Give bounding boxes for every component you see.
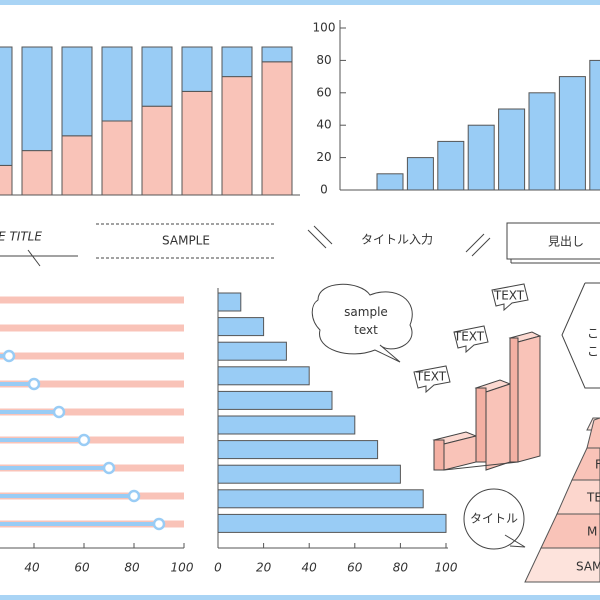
x-tick-label: 60 xyxy=(347,561,363,575)
track xyxy=(0,352,184,360)
bar xyxy=(217,292,242,312)
bar xyxy=(528,92,556,191)
x-tick-label: 40 xyxy=(302,561,318,575)
pyramid xyxy=(524,417,600,583)
x-tick-label: 20 xyxy=(256,561,272,575)
bar-segment xyxy=(141,46,173,107)
bar xyxy=(558,76,586,191)
title-jp: タイトル入力 xyxy=(361,233,433,247)
x-tick-label: 100 xyxy=(435,561,458,575)
text-bubble: TEXT xyxy=(493,289,525,303)
bar-segment xyxy=(21,150,53,196)
text-bubble: TEXT xyxy=(415,370,447,384)
x-tick-label: 0 xyxy=(214,561,222,575)
bottom-band xyxy=(0,595,600,600)
bar xyxy=(217,489,424,509)
hbar-chart: 0 20 40 60 80 100 xyxy=(214,288,458,575)
knob xyxy=(27,377,41,391)
y-tick-label: 100 xyxy=(313,21,336,35)
bar xyxy=(217,390,333,410)
slider-chart: 40 60 80 100 xyxy=(0,296,194,575)
bar xyxy=(467,124,495,191)
bar xyxy=(217,366,310,386)
bar xyxy=(217,341,287,361)
bar-segment xyxy=(141,105,173,196)
top-band xyxy=(0,0,600,5)
pyramid-text: M xyxy=(587,525,597,539)
fill-bar xyxy=(0,382,34,386)
bar xyxy=(376,173,404,191)
sample: SAMPLE xyxy=(162,234,210,248)
bar xyxy=(437,140,465,191)
bar xyxy=(217,440,379,460)
banners xyxy=(0,222,600,550)
track xyxy=(0,436,184,444)
fill-bar xyxy=(0,466,109,470)
knob xyxy=(52,405,66,419)
track xyxy=(0,380,184,388)
knob xyxy=(2,349,16,363)
text-bubble: TEXT xyxy=(453,330,485,344)
fill-bar xyxy=(0,494,134,498)
bar-segment xyxy=(101,120,133,196)
bar-segment xyxy=(101,46,133,122)
bar xyxy=(406,157,434,191)
knob xyxy=(127,489,141,503)
x-tick-label: 100 xyxy=(171,561,194,575)
bar xyxy=(589,59,600,191)
title-a: E TITLE xyxy=(0,230,42,244)
bar xyxy=(217,415,356,435)
bar-segment xyxy=(261,61,293,196)
fill-bar xyxy=(0,522,159,526)
track xyxy=(0,408,184,416)
pyramid-text: TE xyxy=(586,491,600,505)
bar xyxy=(217,464,401,484)
x-tick-label: 80 xyxy=(124,561,140,575)
bar-segment xyxy=(221,76,253,196)
pyramid-text: F xyxy=(595,458,600,472)
bar-segment xyxy=(61,135,93,196)
y-tick-label: 20 xyxy=(316,150,331,164)
bar-segment xyxy=(21,46,53,152)
fill-bar xyxy=(0,438,84,442)
bar-segment xyxy=(261,46,293,63)
blocks xyxy=(432,331,542,471)
bar-segment xyxy=(61,46,93,137)
bar xyxy=(217,513,447,533)
heading: 見出し xyxy=(548,235,584,249)
bar-segment xyxy=(181,90,213,196)
stacked-chart xyxy=(0,46,300,196)
y-tick-label: 60 xyxy=(316,85,331,99)
y-tick-label: 0 xyxy=(320,183,328,197)
circle-text: タイトル xyxy=(470,512,518,526)
track xyxy=(0,296,184,304)
bar xyxy=(498,108,526,191)
bubble-text: sample text xyxy=(344,305,388,337)
bar-segment xyxy=(0,46,13,166)
bar-segment xyxy=(0,164,13,196)
x-tick-label: 60 xyxy=(74,561,90,575)
fill-bar xyxy=(0,410,59,414)
hex-text: こ xyxy=(587,327,599,341)
x-tick-label: 80 xyxy=(393,561,409,575)
bar-segment xyxy=(181,46,213,92)
y-tick-label: 80 xyxy=(316,53,331,67)
bar-segment xyxy=(221,46,253,78)
pyramid-text: SAM xyxy=(576,560,600,574)
hex-text: こ xyxy=(587,345,599,359)
x-tick-label: 40 xyxy=(24,561,40,575)
y-tick-label: 40 xyxy=(316,118,331,132)
bar xyxy=(217,317,265,337)
track xyxy=(0,324,184,332)
knob xyxy=(152,517,166,531)
knob xyxy=(77,433,91,447)
bar-chart: 0 20 40 60 80 100 xyxy=(313,20,600,197)
knob xyxy=(102,461,116,475)
